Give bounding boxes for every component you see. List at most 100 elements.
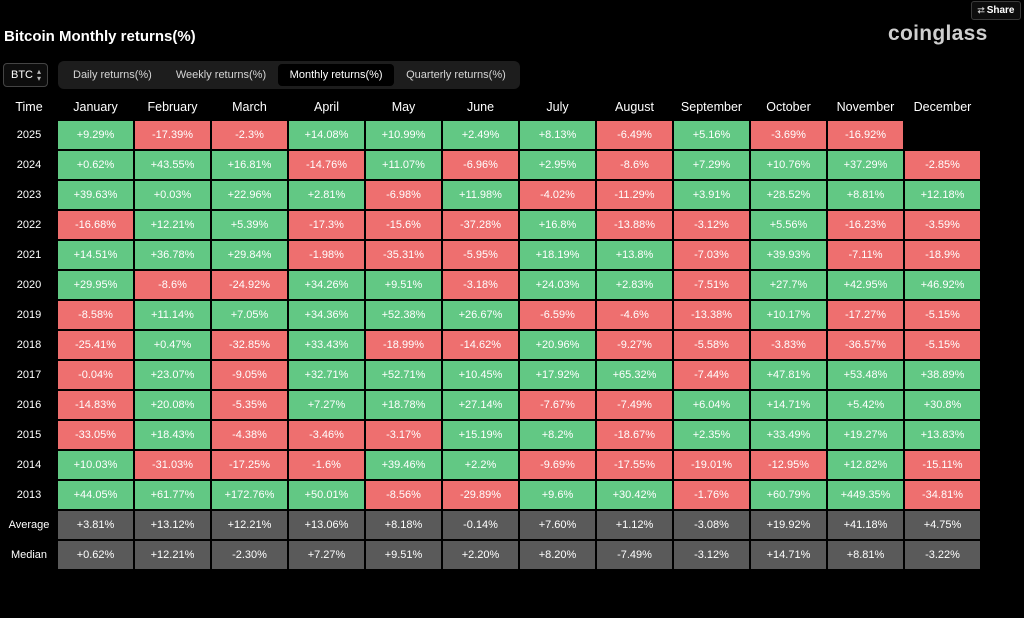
monthly-returns-table: Time January February March April May June July… [0,93,982,571]
return-cell: -4.38% [212,421,287,449]
return-cell: +2.95% [520,151,595,179]
coin-select-value: BTC [11,69,33,81]
return-cell: -7.49% [597,391,672,419]
return-cell: +8.81% [828,181,903,209]
tab-daily-returns[interactable]: Daily returns(%) [73,69,152,81]
return-cell: +46.92% [905,271,980,299]
share-button[interactable]: ⮂ Share [971,1,1021,20]
return-cell: +2.83% [597,271,672,299]
return-cell: +24.03% [520,271,595,299]
year-cell: 2017 [2,361,56,389]
return-cell: -5.35% [212,391,287,419]
return-cell: -8.6% [597,151,672,179]
return-cell: +15.19% [443,421,518,449]
summary-cell: +8.18% [366,511,441,539]
return-cell: +38.89% [905,361,980,389]
return-cell: -16.92% [828,121,903,149]
year-cell: 2021 [2,241,56,269]
year-cell: 2023 [2,181,56,209]
summary-cell: +13.12% [135,511,210,539]
return-cell: +0.47% [135,331,210,359]
return-cell: +22.96% [212,181,287,209]
summary-cell: +19.92% [751,511,826,539]
summary-cell: +14.71% [751,541,826,569]
return-cell: +61.77% [135,481,210,509]
return-cell: +23.07% [135,361,210,389]
return-cell: -17.55% [597,451,672,479]
table-row: 2014 +10.03% -31.03% -17.25% -1.6% +39.46% +2.… [2,451,980,479]
summary-label: Median [2,541,56,569]
return-cell: +34.26% [289,271,364,299]
page-title: Bitcoin Monthly returns(%) [4,28,196,45]
column-header-month: September [680,100,743,114]
tab-monthly-returns[interactable]: Monthly returns(%) [278,64,395,86]
return-cell: +9.29% [58,121,133,149]
return-cell: +11.98% [443,181,518,209]
return-cell: -5.58% [674,331,749,359]
coin-select[interactable]: BTC ▴ ▾ [3,63,48,87]
return-cell: +20.08% [135,391,210,419]
year-cell: 2015 [2,421,56,449]
return-cell: +28.52% [751,181,826,209]
return-cell: -19.01% [674,451,749,479]
return-cell: -3.69% [751,121,826,149]
return-cell: +34.36% [289,301,364,329]
return-cell: -1.76% [674,481,749,509]
return-cell: +10.99% [366,121,441,149]
column-header-month: April [313,100,339,114]
return-cell: -13.38% [674,301,749,329]
return-cell: +36.78% [135,241,210,269]
chevron-updown-icon: ▴ ▾ [37,67,42,83]
return-cell: +2.2% [443,451,518,479]
summary-cell: +9.51% [366,541,441,569]
summary-cell: +4.75% [905,511,980,539]
return-cell: +17.92% [520,361,595,389]
return-cell: -3.59% [905,211,980,239]
return-cell: +30.8% [905,391,980,419]
return-cell: +172.76% [212,481,287,509]
column-header-month: July [546,100,569,114]
return-cell: -6.59% [520,301,595,329]
summary-cell: -3.08% [674,511,749,539]
return-cell: -16.23% [828,211,903,239]
return-cell: +9.6% [520,481,595,509]
year-cell: 2016 [2,391,56,419]
return-cell: -17.25% [212,451,287,479]
return-cell: -17.3% [289,211,364,239]
table-header-row: Time January February March April May June July… [2,95,980,119]
summary-row: Average +3.81% +13.12% +12.21% +13.06% +8.18%… [2,511,980,539]
return-cell: +65.32% [597,361,672,389]
return-cell: -9.69% [520,451,595,479]
return-cell: +6.04% [674,391,749,419]
return-cell: -4.02% [520,181,595,209]
return-cell: -7.03% [674,241,749,269]
table-row: 2017 -0.04% +23.07% -9.05% +32.71% +52.71% +10… [2,361,980,389]
return-cell: -7.44% [674,361,749,389]
return-cell: +50.01% [289,481,364,509]
return-cell: +27.7% [751,271,826,299]
return-cell: +12.21% [135,211,210,239]
table-row: 2021 +14.51% +36.78% +29.84% -1.98% -35.31% -5… [2,241,980,269]
column-header-month: January [73,100,118,114]
return-cell: +8.13% [520,121,595,149]
return-cell: +26.67% [443,301,518,329]
table-row: 2025 +9.29% -17.39% -2.3% +14.08% +10.99% +2.4… [2,121,980,149]
return-cell: +33.43% [289,331,364,359]
summary-cell: +7.27% [289,541,364,569]
column-header-month: March [232,100,267,114]
return-cell: +10.76% [751,151,826,179]
return-cell: +0.62% [58,151,133,179]
tab-quarterly-returns[interactable]: Quarterly returns(%) [406,69,506,81]
return-cell: -8.58% [58,301,133,329]
return-cell: -7.67% [520,391,595,419]
return-cell: -9.05% [212,361,287,389]
summary-row: Median +0.62% +12.21% -2.30% +7.27% +9.51% +2.… [2,541,980,569]
tab-weekly-returns[interactable]: Weekly returns(%) [175,69,267,81]
return-cell: -8.56% [366,481,441,509]
column-header-month: December [913,100,972,114]
column-header-month: June [466,100,495,114]
return-cell: +39.46% [366,451,441,479]
return-cell: +13.8% [597,241,672,269]
summary-cell: +12.21% [135,541,210,569]
return-cell: -14.76% [289,151,364,179]
